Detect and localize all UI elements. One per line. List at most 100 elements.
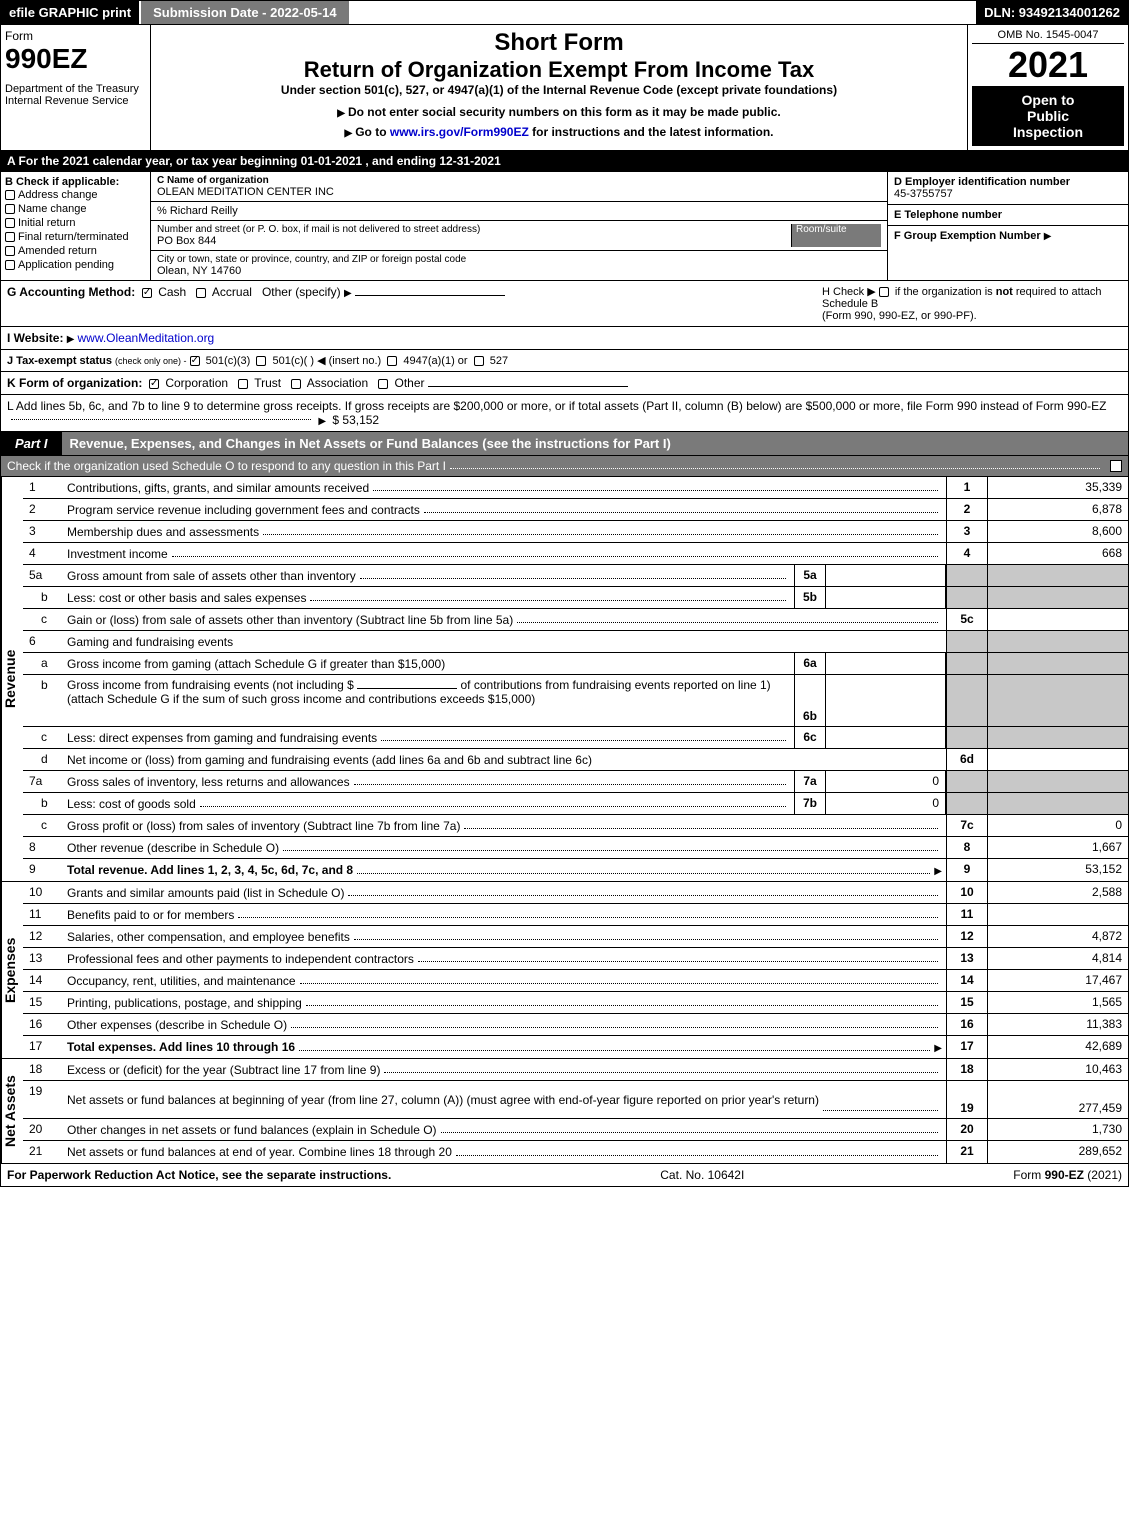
- net-assets-label: Net Assets: [1, 1059, 23, 1163]
- i-website-row: I Website: www.OleanMeditation.org: [0, 327, 1129, 350]
- room-suite-label: Room/suite: [791, 224, 881, 247]
- efile-print-label[interactable]: efile GRAPHIC print: [1, 1, 139, 24]
- under-section-text: Under section 501(c), 527, or 4947(a)(1)…: [155, 83, 963, 97]
- part-1-tab: Part I: [1, 432, 62, 455]
- line-19-value: 277,459: [988, 1081, 1128, 1118]
- line-10-value: 2,588: [988, 882, 1128, 903]
- line-5c-value: [988, 609, 1128, 630]
- open-inspection-box: Open to Public Inspection: [972, 86, 1124, 146]
- j-tax-exempt-row: J Tax-exempt status (check only one) - 5…: [0, 350, 1129, 372]
- expenses-label: Expenses: [1, 882, 23, 1058]
- omb-number: OMB No. 1545-0047: [972, 29, 1124, 44]
- h-schedule-b: H Check ▶ if the organization is not req…: [822, 285, 1122, 322]
- line-6b-value: [826, 675, 946, 726]
- line-1: 1 Contributions, gifts, grants, and simi…: [23, 477, 1128, 499]
- chk-accrual[interactable]: [196, 288, 206, 298]
- website-link[interactable]: www.OleanMeditation.org: [78, 331, 215, 345]
- chk-association[interactable]: [291, 379, 301, 389]
- dept-label: Department of the Treasury: [5, 83, 146, 95]
- chk-address-change[interactable]: Address change: [5, 188, 146, 202]
- gross-receipts-value: $ 53,152: [332, 413, 379, 427]
- line-15-value: 1,565: [988, 992, 1128, 1013]
- line-15: 15 Printing, publications, postage, and …: [23, 992, 1128, 1014]
- chk-final-return[interactable]: Final return/terminated: [5, 230, 146, 244]
- page-footer: For Paperwork Reduction Act Notice, see …: [0, 1164, 1129, 1187]
- line-13: 13 Professional fees and other payments …: [23, 948, 1128, 970]
- line-7c: c Gross profit or (loss) from sales of i…: [23, 815, 1128, 837]
- line-7b-value: 0: [826, 793, 946, 814]
- form-footer-id: Form 990-EZ (2021): [1013, 1168, 1122, 1182]
- line-5a-value: [826, 565, 946, 586]
- chk-other-org[interactable]: [378, 379, 388, 389]
- paperwork-notice: For Paperwork Reduction Act Notice, see …: [7, 1168, 391, 1182]
- line-4: 4 Investment income 4 668: [23, 543, 1128, 565]
- line-18: 18 Excess or (deficit) for the year (Sub…: [23, 1059, 1128, 1081]
- line-5b-value: [826, 587, 946, 608]
- irs-link[interactable]: www.irs.gov/Form990EZ: [390, 125, 529, 139]
- col-b-checkboxes: B Check if applicable: Address change Na…: [1, 172, 151, 280]
- part-1-schedule-o-check: Check if the organization used Schedule …: [0, 456, 1129, 477]
- ssn-warning: Do not enter social security numbers on …: [155, 105, 963, 119]
- org-name: OLEAN MEDITATION CENTER INC: [157, 186, 881, 198]
- chk-501c[interactable]: [256, 356, 266, 366]
- chk-4947[interactable]: [387, 356, 397, 366]
- chk-corporation[interactable]: [149, 379, 159, 389]
- line-6d: d Net income or (loss) from gaming and f…: [23, 749, 1128, 771]
- line-5a: 5a Gross amount from sale of assets othe…: [23, 565, 1128, 587]
- chk-schedule-b[interactable]: [879, 287, 889, 297]
- catalog-number: Cat. No. 10642I: [660, 1168, 744, 1182]
- form-number: 990EZ: [5, 43, 146, 75]
- line-21: 21 Net assets or fund balances at end of…: [23, 1141, 1128, 1163]
- chk-schedule-o-part1[interactable]: [1110, 460, 1122, 472]
- b-label: B Check if applicable:: [5, 176, 146, 188]
- line-17-value: 42,689: [988, 1036, 1128, 1058]
- part-1-title: Revenue, Expenses, and Changes in Net As…: [62, 432, 1128, 455]
- line-6b: b Gross income from fundraising events (…: [23, 675, 1128, 727]
- line-6c: c Less: direct expenses from gaming and …: [23, 727, 1128, 749]
- line-9: 9 Total revenue. Add lines 1, 2, 3, 4, 5…: [23, 859, 1128, 881]
- line-11: 11 Benefits paid to or for members 11: [23, 904, 1128, 926]
- chk-trust[interactable]: [238, 379, 248, 389]
- street-label: Number and street (or P. O. box, if mail…: [157, 224, 791, 235]
- dln-label: DLN: 93492134001262: [976, 1, 1128, 24]
- chk-name-change[interactable]: Name change: [5, 202, 146, 216]
- form-title-block: Short Form Return of Organization Exempt…: [151, 25, 968, 150]
- irs-label: Internal Revenue Service: [5, 95, 146, 107]
- line-7a-value: 0: [826, 771, 946, 792]
- chk-cash[interactable]: [142, 288, 152, 298]
- line-4-value: 668: [988, 543, 1128, 564]
- chk-501c3[interactable]: [190, 356, 200, 366]
- line-6d-value: [988, 749, 1128, 770]
- chk-amended-return[interactable]: Amended return: [5, 244, 146, 258]
- line-5b: b Less: cost or other basis and sales ex…: [23, 587, 1128, 609]
- row-a-tax-year: A For the 2021 calendar year, or tax yea…: [0, 151, 1129, 172]
- line-1-value: 35,339: [988, 477, 1128, 498]
- col-def: D Employer identification number 45-3755…: [888, 172, 1128, 280]
- line-14: 14 Occupancy, rent, utilities, and maint…: [23, 970, 1128, 992]
- net-assets-section: Net Assets 18 Excess or (deficit) for th…: [0, 1059, 1129, 1164]
- city-value: Olean, NY 14760: [157, 265, 881, 277]
- form-label: Form: [5, 29, 146, 43]
- line-10: 10 Grants and similar amounts paid (list…: [23, 882, 1128, 904]
- goto-link-row: Go to www.irs.gov/Form990EZ for instruct…: [155, 125, 963, 139]
- line-8-value: 1,667: [988, 837, 1128, 858]
- submission-date: Submission Date - 2022-05-14: [139, 1, 351, 24]
- line-19: 19 Net assets or fund balances at beginn…: [23, 1081, 1128, 1119]
- line-3-value: 8,600: [988, 521, 1128, 542]
- revenue-section: Revenue 1 Contributions, gifts, grants, …: [0, 477, 1129, 882]
- street-value: PO Box 844: [157, 235, 791, 247]
- line-7c-value: 0: [988, 815, 1128, 836]
- line-12: 12 Salaries, other compensation, and emp…: [23, 926, 1128, 948]
- c-label: C Name of organization: [157, 175, 881, 186]
- chk-application-pending[interactable]: Application pending: [5, 258, 146, 272]
- chk-527[interactable]: [474, 356, 484, 366]
- chk-initial-return[interactable]: Initial return: [5, 216, 146, 230]
- revenue-label: Revenue: [1, 477, 23, 881]
- city-label: City or town, state or province, country…: [157, 254, 881, 265]
- line-21-value: 289,652: [988, 1141, 1128, 1163]
- l-gross-receipts-row: L Add lines 5b, 6c, and 7b to line 9 to …: [0, 395, 1129, 432]
- line-13-value: 4,814: [988, 948, 1128, 969]
- line-6a: a Gross income from gaming (attach Sched…: [23, 653, 1128, 675]
- line-2-value: 6,878: [988, 499, 1128, 520]
- f-label: F Group Exemption Number: [894, 230, 1041, 242]
